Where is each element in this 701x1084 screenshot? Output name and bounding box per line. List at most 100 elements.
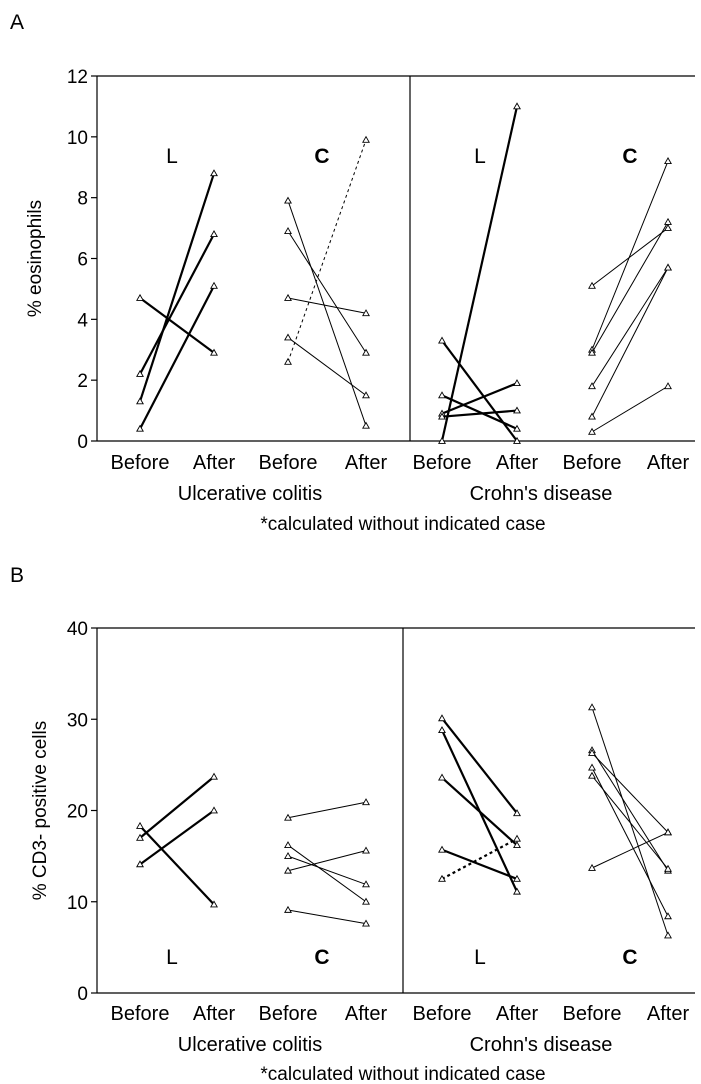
after-point — [362, 348, 370, 356]
before-point — [136, 424, 144, 432]
y-tick-label: 10 — [67, 128, 88, 149]
before-point — [588, 748, 596, 756]
before-point — [588, 703, 596, 711]
patient-line — [591, 767, 669, 917]
x-category-label: Before — [111, 452, 170, 474]
before-point — [588, 281, 596, 289]
y-tick-label: 10 — [67, 893, 88, 914]
after-point — [362, 309, 370, 317]
y-tick-label: 12 — [67, 67, 88, 88]
before-point — [438, 336, 446, 344]
after-point — [210, 772, 218, 780]
after-point — [664, 912, 672, 920]
after-point — [362, 421, 370, 429]
patient-line — [591, 385, 669, 433]
panel-a-label: A — [10, 11, 24, 34]
before-point — [284, 196, 292, 204]
subset-label-0: L — [166, 145, 178, 168]
patient-line — [441, 848, 518, 880]
x-category-label: After — [345, 1003, 388, 1025]
patient-line — [287, 909, 367, 925]
y-tick-label: 20 — [67, 802, 88, 823]
after-point — [513, 834, 521, 842]
patient-line — [441, 837, 518, 880]
before-point — [438, 726, 446, 734]
after-point — [210, 900, 218, 908]
before-point — [284, 293, 292, 301]
before-point — [588, 763, 596, 771]
x-category-label: After — [496, 1003, 539, 1025]
after-point — [664, 382, 672, 390]
patient-line — [287, 855, 367, 885]
y-tick-label: 8 — [77, 189, 88, 210]
before-point — [438, 391, 446, 399]
after-point — [362, 798, 370, 806]
patient-line — [591, 227, 669, 287]
patient-line — [591, 160, 669, 350]
patient-line — [441, 382, 518, 415]
y-axis-label: % CD3- positive cells — [30, 721, 51, 901]
after-point — [513, 102, 521, 110]
y-tick-label: 30 — [67, 710, 88, 731]
after-point — [513, 424, 521, 432]
x-category-label: After — [647, 452, 690, 474]
subset-label-3: C — [622, 145, 637, 168]
x-category-label: Before — [259, 1003, 318, 1025]
patient-line — [287, 337, 367, 396]
before-point — [284, 357, 292, 365]
y-tick-label: 4 — [77, 310, 88, 331]
after-point — [362, 391, 370, 399]
y-tick-label: 6 — [77, 250, 88, 271]
after-point — [210, 348, 218, 356]
after-point — [664, 828, 672, 836]
before-point — [284, 227, 292, 234]
before-point — [588, 863, 596, 871]
patient-line — [287, 844, 367, 903]
before-point — [136, 821, 144, 829]
x-category-label: Before — [111, 1003, 170, 1025]
patient-line — [591, 752, 669, 833]
panel-b-label: B — [10, 564, 24, 587]
patient-line — [591, 775, 669, 870]
before-point — [588, 412, 596, 420]
before-point — [438, 773, 446, 781]
patient-line — [139, 285, 215, 430]
after-point — [513, 379, 521, 387]
x-category-label: After — [193, 452, 236, 474]
patient-line — [139, 825, 215, 906]
before-point — [588, 771, 596, 779]
y-tick-label: 40 — [67, 619, 88, 640]
after-point — [210, 169, 218, 177]
patient-line — [441, 409, 518, 418]
patient-line — [441, 776, 518, 846]
before-point — [284, 333, 292, 341]
x-category-label: After — [496, 452, 539, 474]
before-point — [136, 833, 144, 841]
patient-line — [440, 106, 519, 442]
x-category-label: Before — [413, 452, 472, 474]
patient-line — [287, 200, 367, 426]
before-point — [284, 852, 292, 859]
after-point — [513, 809, 521, 817]
patient-line — [287, 801, 367, 819]
panel-b: B 0 10 20 30 40 % CD3- positive cells Before Af… — [10, 564, 695, 1084]
before-point — [438, 436, 446, 444]
patient-line — [139, 233, 215, 375]
patient-line — [591, 707, 669, 936]
patient-line — [441, 394, 518, 430]
patient-line — [591, 267, 669, 387]
after-point — [210, 806, 218, 814]
after-point — [513, 436, 521, 444]
y-tick-label: 0 — [77, 984, 88, 1005]
subset-label-2: L — [474, 946, 486, 969]
patient-line — [139, 297, 215, 354]
x-category-label: Before — [563, 1003, 622, 1025]
x-category-label: Before — [413, 1003, 472, 1025]
y-tick-label: 2 — [77, 371, 88, 392]
after-point — [664, 931, 672, 939]
patient-line — [287, 139, 367, 363]
after-point — [664, 864, 672, 872]
after-point — [664, 263, 672, 271]
after-point — [362, 880, 370, 888]
